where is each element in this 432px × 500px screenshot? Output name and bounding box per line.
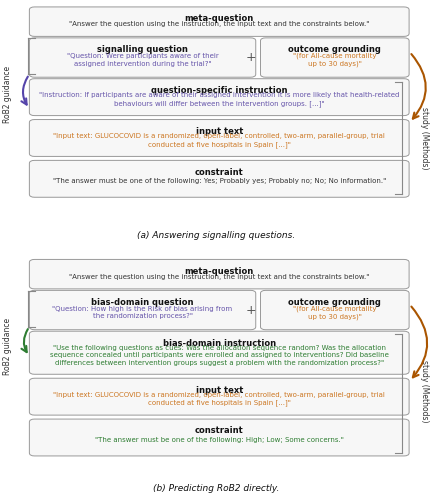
Text: "(for All-cause mortality
up to 30 days)": "(for All-cause mortality up to 30 days)…	[293, 53, 377, 68]
Text: "Input text: GLUCOCOVID is a randomized, open-label, controlled, two-arm, parall: "Input text: GLUCOCOVID is a randomized,…	[53, 134, 385, 147]
Text: "Instruction: If participants are aware of their assigned intervention it is mor: "Instruction: If participants are aware …	[39, 92, 400, 106]
Text: bias-domain question: bias-domain question	[91, 298, 194, 307]
Text: RoB2 guidance: RoB2 guidance	[3, 318, 12, 375]
FancyBboxPatch shape	[29, 290, 256, 330]
Text: (a) Answering signalling questions.: (a) Answering signalling questions.	[137, 231, 295, 240]
FancyBboxPatch shape	[29, 78, 409, 116]
Text: input text: input text	[196, 386, 243, 394]
FancyBboxPatch shape	[260, 290, 409, 330]
Text: outcome grounding: outcome grounding	[289, 46, 381, 54]
Text: outcome grounding: outcome grounding	[289, 298, 381, 307]
Text: "The answer must be one of the following: High; Low; Some concerns.": "The answer must be one of the following…	[95, 437, 344, 443]
Text: "Input text: GLUCOCOVID is a randomized, open-label, controlled, two-arm, parall: "Input text: GLUCOCOVID is a randomized,…	[53, 392, 385, 406]
Text: "Answer the question using the instruction, the input text and the constraints b: "Answer the question using the instructi…	[69, 21, 369, 27]
Text: study (Methods): study (Methods)	[420, 360, 429, 422]
Text: +: +	[246, 304, 256, 316]
Text: (b) Predicting RoB2 directly.: (b) Predicting RoB2 directly.	[153, 484, 279, 492]
Text: "Use the following questions as cues: Was the allocation sequence random? Was th: "Use the following questions as cues: Wa…	[50, 344, 389, 366]
FancyBboxPatch shape	[29, 38, 256, 77]
FancyBboxPatch shape	[29, 260, 409, 289]
Text: question-specific instruction: question-specific instruction	[151, 86, 287, 95]
Text: meta-question: meta-question	[184, 14, 254, 24]
Text: constraint: constraint	[195, 426, 244, 436]
FancyBboxPatch shape	[260, 38, 409, 77]
Text: "Question: Were participants aware of their
assigned intervention during the tri: "Question: Were participants aware of th…	[67, 54, 219, 67]
FancyBboxPatch shape	[29, 160, 409, 198]
Text: meta-question: meta-question	[184, 267, 254, 276]
Text: input text: input text	[196, 127, 243, 136]
Text: bias-domain instruction: bias-domain instruction	[163, 338, 276, 347]
Text: "The answer must be one of the following: Yes; Probably yes; Probably no; No; No: "The answer must be one of the following…	[53, 178, 386, 184]
Text: +: +	[246, 51, 256, 64]
Text: constraint: constraint	[195, 168, 244, 177]
FancyBboxPatch shape	[29, 419, 409, 456]
Text: "Question: How high is the Risk of bias arising from
the randomization process?": "Question: How high is the Risk of bias …	[53, 306, 232, 320]
FancyBboxPatch shape	[29, 7, 409, 36]
FancyBboxPatch shape	[29, 331, 409, 374]
Text: "(for All-cause mortality
up to 30 days)": "(for All-cause mortality up to 30 days)…	[293, 306, 377, 320]
Text: RoB2 guidance: RoB2 guidance	[3, 66, 12, 122]
Text: "Answer the question using the instruction, the input text and the constraints b: "Answer the question using the instructi…	[69, 274, 369, 280]
FancyBboxPatch shape	[29, 120, 409, 156]
Text: study (Methods): study (Methods)	[420, 108, 429, 170]
Text: signalling question: signalling question	[97, 46, 188, 54]
FancyBboxPatch shape	[29, 378, 409, 415]
